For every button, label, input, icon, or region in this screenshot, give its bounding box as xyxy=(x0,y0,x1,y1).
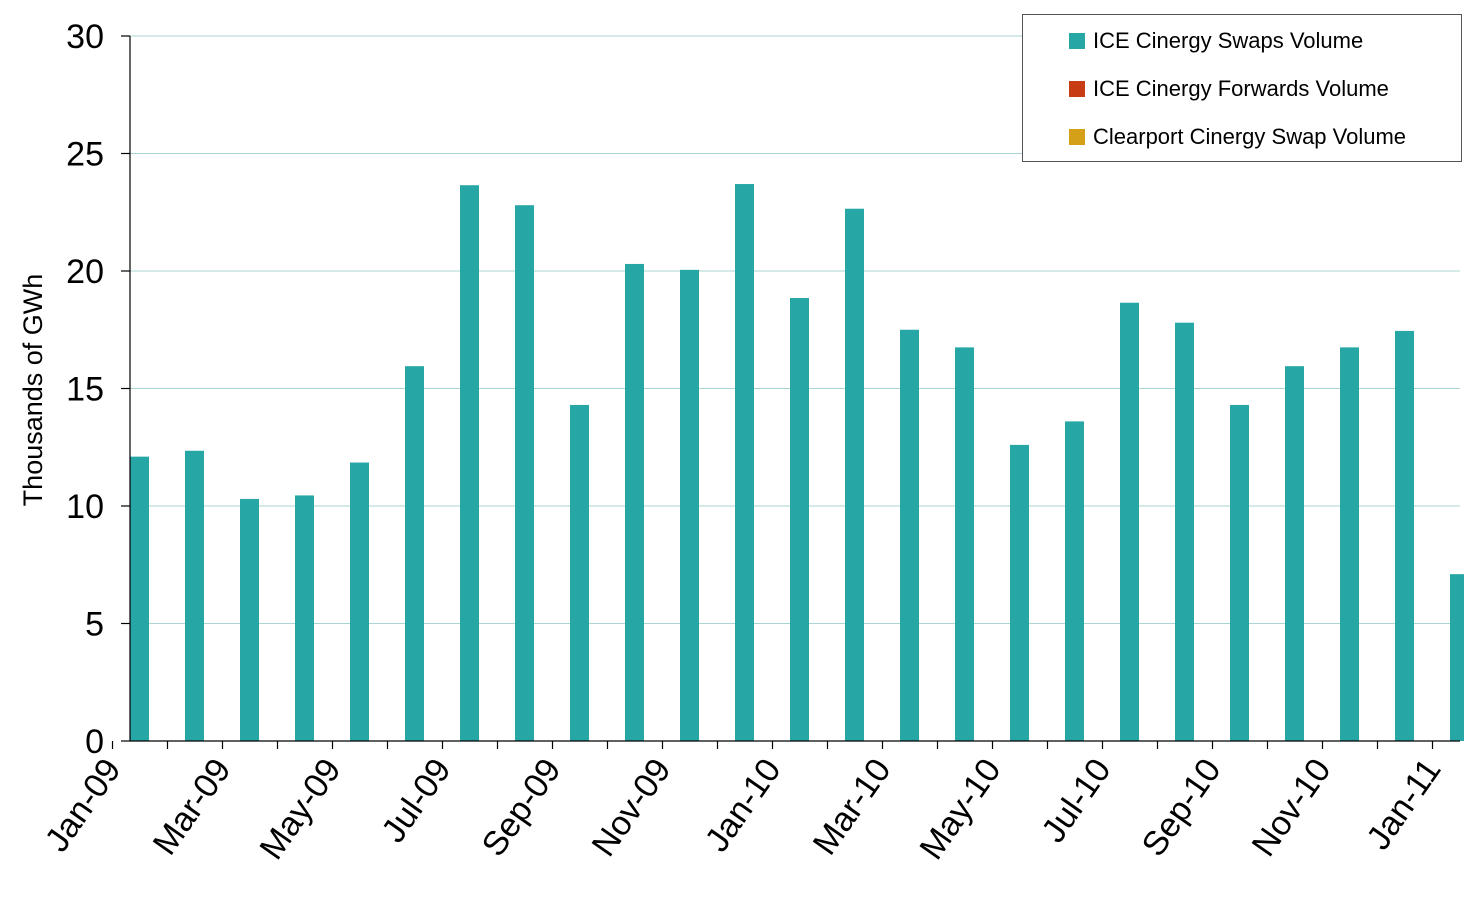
y-tick-label: 20 xyxy=(66,253,104,291)
bar-feb-09 xyxy=(185,450,204,741)
x-tick-label: Sep-09 xyxy=(475,752,569,864)
x-tick-label: Jan-09 xyxy=(38,752,129,859)
x-tick-label: Mar-09 xyxy=(146,752,239,862)
y-tick-label: 30 xyxy=(66,18,104,56)
y-tick-label: 5 xyxy=(85,606,104,644)
axes xyxy=(111,35,1460,749)
x-tick-label: Jan-11 xyxy=(1359,752,1448,857)
x-tick-label: Nov-10 xyxy=(1245,752,1339,864)
bar-nov-10 xyxy=(1340,347,1359,741)
legend-item-clearport: Clearport Cinergy Swap Volume xyxy=(1069,122,1406,152)
x-tick-label: Jul-10 xyxy=(1034,752,1118,850)
x-tick-label: Jul-09 xyxy=(374,752,458,850)
bar-dec-10 xyxy=(1395,330,1414,741)
bar-feb-10 xyxy=(845,208,864,742)
bar-sep-09 xyxy=(570,404,589,741)
bar-jan-09 xyxy=(130,456,149,741)
bar-apr-10 xyxy=(955,347,974,741)
bar-dec-09 xyxy=(735,184,754,742)
legend-item-forwards: ICE Cinergy Forwards Volume xyxy=(1069,74,1389,104)
y-tick-label: 15 xyxy=(66,371,104,409)
bar-apr-09 xyxy=(295,495,314,741)
bar-aug-10 xyxy=(1175,322,1194,741)
legend-swatch-forwards xyxy=(1069,81,1085,97)
bar-jan-10 xyxy=(790,298,809,741)
x-tick-label: Nov-09 xyxy=(585,752,679,864)
legend-label-clearport: Clearport Cinergy Swap Volume xyxy=(1093,124,1407,149)
bar-mar-10 xyxy=(900,329,919,741)
y-axis-title: Thousands of GWh xyxy=(18,274,48,507)
bar-mar-09 xyxy=(240,498,259,741)
y-tick-label: 10 xyxy=(66,488,104,526)
x-tick-label: Mar-10 xyxy=(806,752,899,862)
x-tick-label: Jan-10 xyxy=(698,752,789,859)
legend-label-forwards: ICE Cinergy Forwards Volume xyxy=(1093,76,1389,101)
x-tick-label: May-10 xyxy=(912,752,1008,867)
bar-may-10 xyxy=(1010,444,1029,741)
bar-jan-11 xyxy=(1450,574,1464,741)
y-tick-labels: 0 5 10 15 20 25 30 xyxy=(66,18,104,761)
bar-jun-10 xyxy=(1065,421,1084,741)
x-tick-label: Sep-10 xyxy=(1135,752,1229,864)
bar-may-09 xyxy=(350,462,369,741)
bar-jun-09 xyxy=(405,366,424,741)
legend-swatch-clearport xyxy=(1069,129,1085,145)
x-tick-labels: Jan-09 Mar-09 May-09 Jul-09 Sep-09 Nov-09 Jan-… xyxy=(38,752,1449,867)
bar-nov-09 xyxy=(680,269,699,741)
legend-label-swaps: ICE Cinergy Swaps Volume xyxy=(1093,28,1364,53)
y-tick-label: 0 xyxy=(85,723,104,761)
legend: ICE Cinergy Swaps Volume ICE Cinergy For… xyxy=(1022,14,1462,162)
y-tick-label: 25 xyxy=(66,136,104,174)
bars xyxy=(130,184,1464,742)
bar-jul-10 xyxy=(1120,302,1139,741)
bar-oct-09 xyxy=(625,263,644,741)
legend-swatch-swaps xyxy=(1069,33,1085,49)
bar-sep-10 xyxy=(1230,404,1249,741)
bar-jul-09 xyxy=(460,185,479,742)
x-tick-label: May-09 xyxy=(252,752,348,867)
legend-item-swaps: ICE Cinergy Swaps Volume xyxy=(1069,26,1363,56)
bar-oct-10 xyxy=(1285,366,1304,741)
bar-aug-09 xyxy=(515,205,534,741)
